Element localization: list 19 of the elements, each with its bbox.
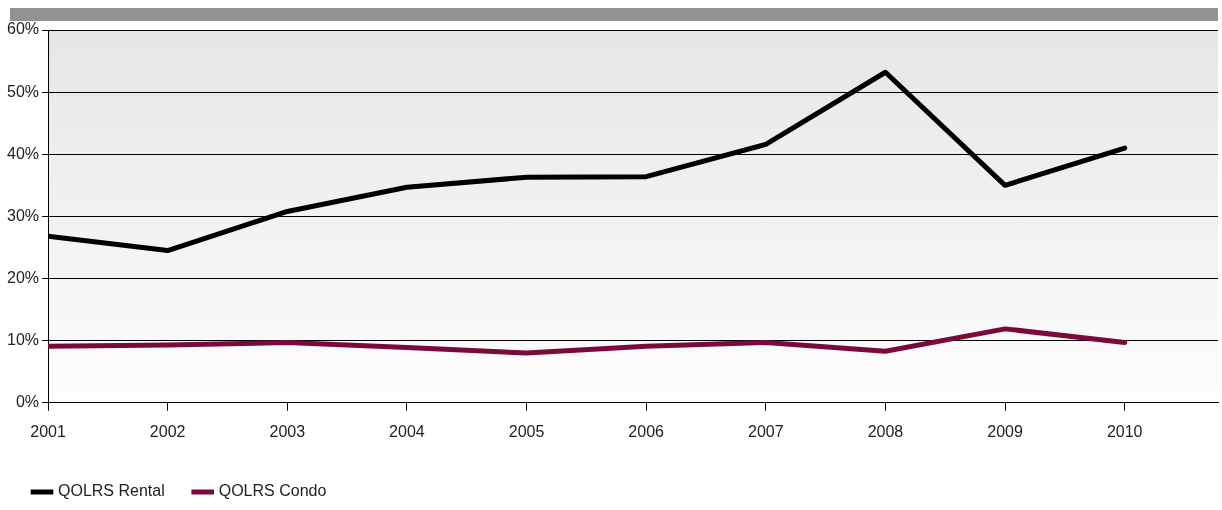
x-tick-label: 2008: [867, 422, 904, 440]
x-tick-label: 2007: [748, 422, 784, 440]
x-tick-label: 2006: [628, 422, 665, 440]
x-tick-label: 2009: [987, 422, 1023, 440]
x-tick-label: 2002: [149, 422, 186, 440]
x-tick-label: 2001: [30, 422, 66, 440]
y-tick-label: 20%: [6, 268, 40, 286]
y-tick-label: 10%: [6, 331, 40, 349]
x-tick-label: 2010: [1106, 422, 1143, 440]
legend-label: QOLRS Rental: [58, 482, 165, 500]
y-tick-label: 40%: [6, 144, 40, 162]
y-tick-label: 0%: [15, 393, 40, 411]
x-tick-label: 2005: [508, 422, 545, 440]
y-tick-label: 30%: [6, 206, 40, 224]
y-tick-label: 60%: [6, 20, 40, 38]
x-tick-label: 2004: [389, 422, 425, 440]
y-tick-label: 50%: [6, 82, 40, 100]
x-tick-label: 2003: [269, 422, 306, 440]
legend-label: QOLRS Condo: [218, 482, 327, 500]
